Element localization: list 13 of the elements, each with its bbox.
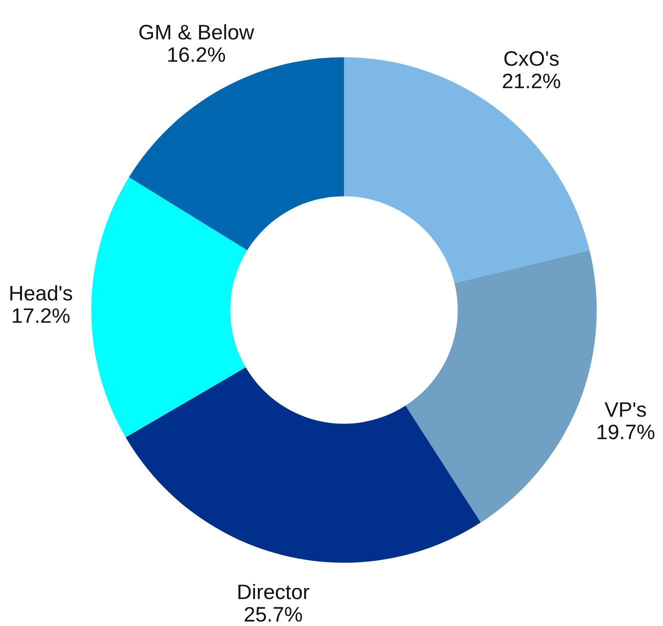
slice-label: Director <box>238 584 310 600</box>
donut-slice <box>91 177 248 438</box>
donut-slice <box>126 367 481 563</box>
data-label: 16.2% <box>168 47 226 62</box>
slice-label: VP's <box>604 402 646 417</box>
data-label: 25.7% <box>244 606 302 622</box>
slice-label: Head's <box>10 285 72 301</box>
data-label: 21.2% <box>502 74 560 88</box>
data-label: 17.2% <box>12 308 70 323</box>
donut-slice <box>406 250 597 523</box>
slice-label: GM & Below <box>139 24 254 40</box>
slice-label: CxO's <box>504 51 559 66</box>
data-label: 19.7% <box>598 424 654 440</box>
